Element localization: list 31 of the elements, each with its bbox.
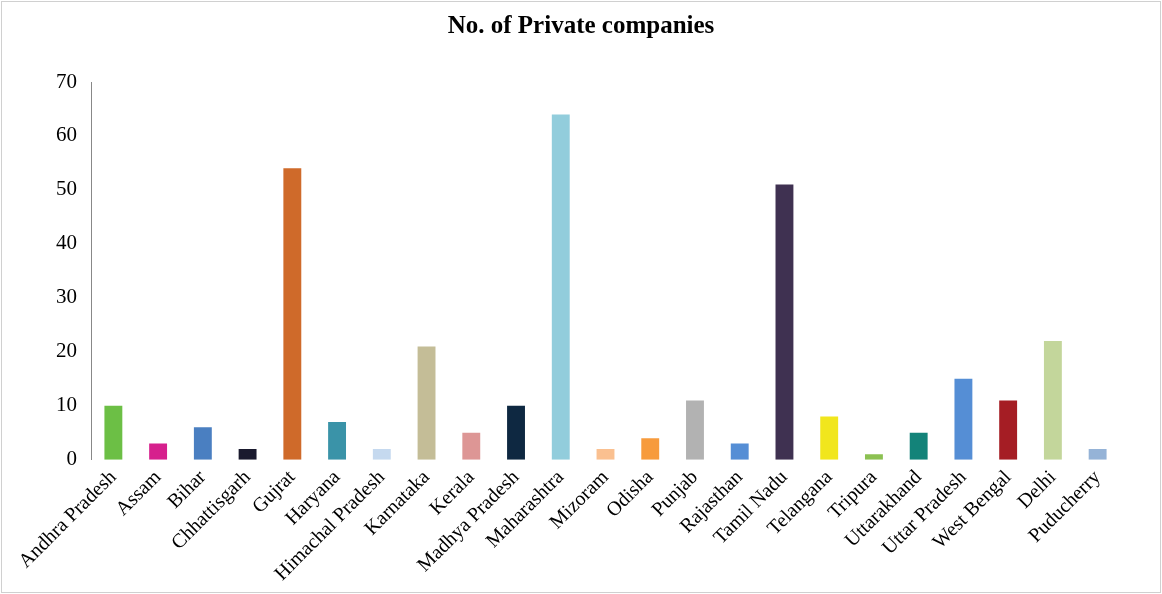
bar [730, 443, 749, 460]
bar [686, 400, 704, 460]
bar [283, 168, 302, 460]
bar [104, 405, 123, 460]
y-tick-label: 60 [56, 122, 77, 147]
bar [417, 346, 436, 460]
bar [507, 405, 525, 460]
y-tick-label: 10 [56, 392, 77, 417]
bar [775, 184, 794, 460]
bar [149, 443, 168, 460]
y-tick-label: 70 [56, 68, 77, 93]
y-tick-label: 40 [56, 230, 77, 255]
bar [909, 432, 928, 460]
y-tick-label: 30 [56, 284, 77, 309]
y-tick-label: 50 [56, 176, 77, 201]
bar [820, 416, 839, 460]
bar [238, 448, 257, 460]
bar [551, 114, 570, 460]
y-tick-label: 20 [56, 338, 77, 363]
chart-title: No. of Private companies [447, 11, 715, 39]
bar [864, 454, 883, 460]
bar [641, 438, 660, 460]
bar [328, 421, 347, 460]
bar [999, 400, 1018, 460]
bar [372, 448, 391, 460]
bar [1088, 448, 1107, 460]
bar [462, 432, 481, 460]
bar [193, 427, 212, 460]
y-tick-label: 0 [66, 446, 77, 471]
bar [954, 378, 973, 460]
bar [1043, 341, 1062, 460]
